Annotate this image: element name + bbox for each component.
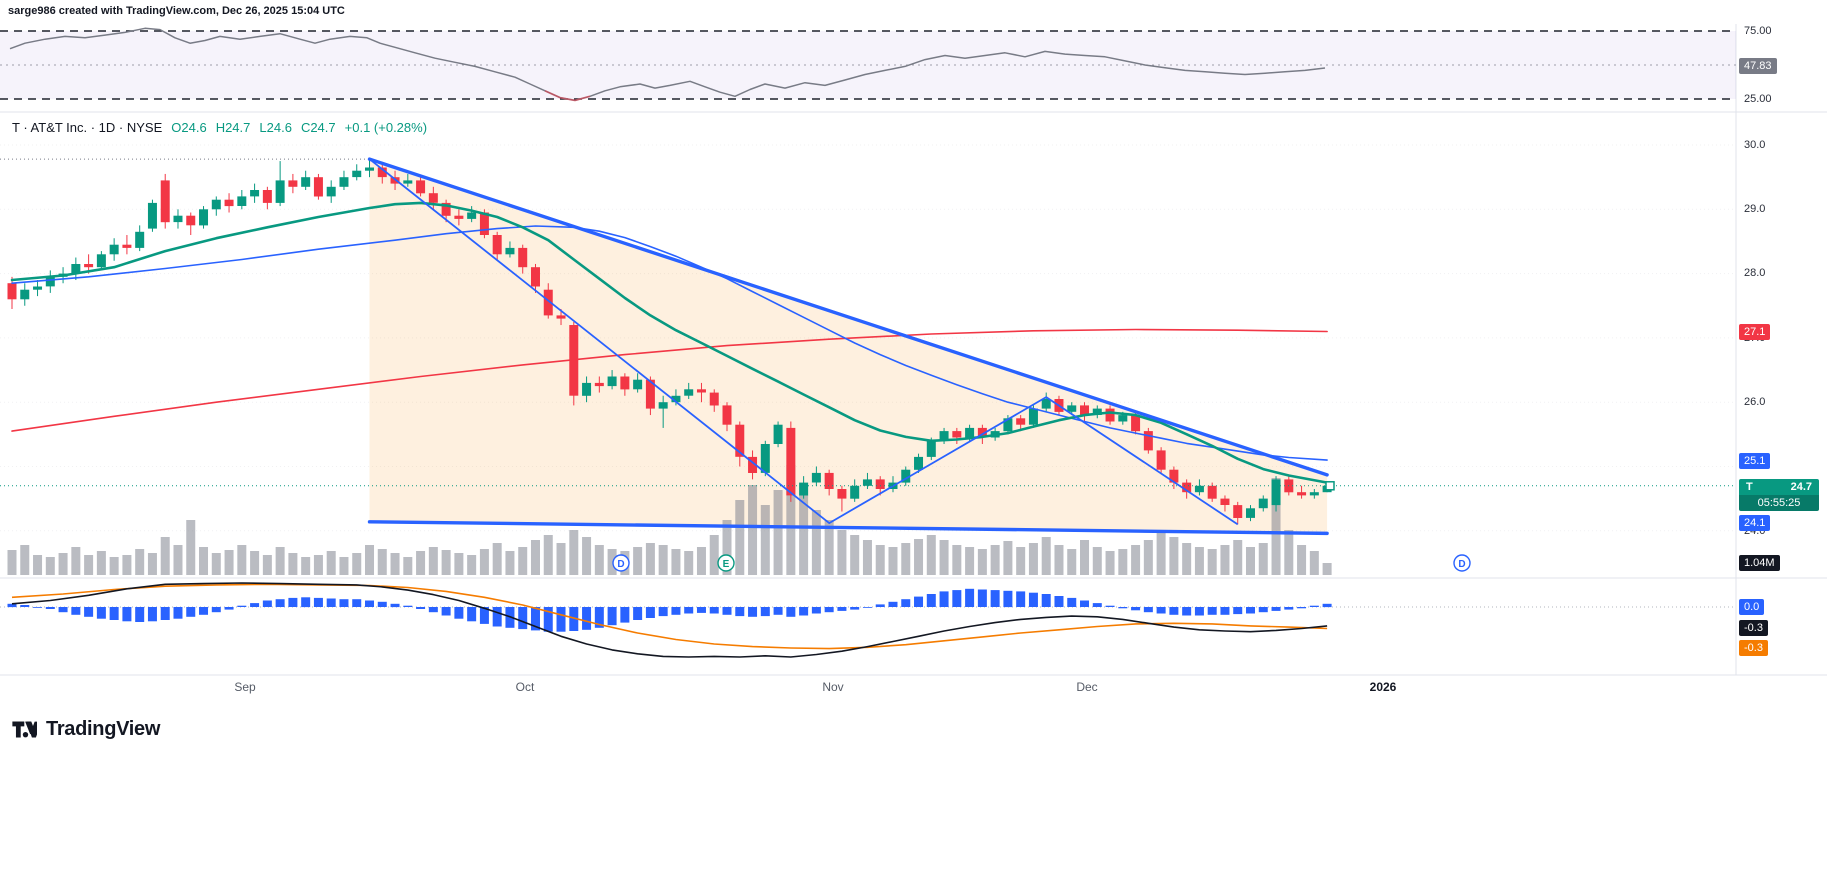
time-axis-label-2026: 2026 [1369, 680, 1397, 694]
price-label-26: 26.0 [1744, 396, 1766, 408]
symbol-title[interactable]: T · AT&T Inc. · 1D · NYSE [12, 120, 163, 135]
macd-signal-line [11, 583, 1328, 650]
trendline-drawings[interactable] [367, 157, 1329, 536]
ma-50-line [11, 225, 1328, 461]
ma-200-line [11, 328, 1328, 432]
price-label-30: 30.0 [1744, 139, 1766, 151]
current-price-line [0, 481, 1736, 491]
dividend-marker[interactable] [1453, 554, 1471, 572]
macd-pane [0, 582, 1736, 658]
snapshot-credit: sarge986 created with TradingView.com, D… [8, 5, 345, 17]
dividend-marker-label: D [617, 559, 624, 570]
panel-separators [0, 24, 1827, 676]
symbol-letter: T [1746, 481, 1753, 493]
earnings-marker[interactable] [717, 554, 735, 572]
rsi-upper-band-label: 75.00 [1744, 25, 1772, 37]
time-axis-label-dec: Dec [1076, 680, 1098, 694]
macd-line [11, 582, 1328, 658]
time-axis-label-sep: Sep [234, 680, 256, 694]
ma200-value-badge: 27.1 [1739, 324, 1771, 340]
volume-value-badge: 1.04M [1739, 555, 1780, 571]
time-axis-label-oct: Oct [515, 680, 535, 694]
rsi-value-badge: 47.83 [1739, 58, 1777, 74]
earnings-marker-label: E [723, 559, 730, 570]
price-axis[interactable]: 75.00 47.83 25.00 30.0 29.0 28.0 27.0 26… [1737, 0, 1827, 705]
last-price-badge: T 24.7 05:55:25 [1739, 479, 1819, 511]
price-label-28: 28.0 [1744, 267, 1766, 279]
tradingview-logo-icon [12, 721, 37, 738]
price-change: +0.1 (+0.28%) [344, 120, 428, 135]
ohlc-high: H24.7 [215, 120, 251, 135]
last-price-value: 24.7 [1790, 481, 1812, 493]
macd-hist-badge: 0.0 [1739, 599, 1765, 615]
macd-signal-badge: -0.3 [1739, 640, 1768, 656]
bar-close-countdown: 05:55:25 [1739, 495, 1819, 511]
price-label-29: 29.0 [1744, 203, 1766, 215]
ma50-value-badge: 25.1 [1739, 453, 1771, 469]
tradingview-branding[interactable]: TradingView [10, 716, 160, 743]
ohlc-low: L24.6 [259, 120, 292, 135]
trendline-price-badge: 24.1 [1739, 515, 1771, 531]
ohlc-close: C24.7 [300, 120, 336, 135]
rsi-lower-band-label: 25.00 [1744, 93, 1772, 105]
rsi-pane [0, 27, 1736, 102]
dividend-marker[interactable] [612, 554, 630, 572]
time-axis-label-nov: Nov [822, 680, 844, 694]
ohlc-open: O24.6 [171, 120, 207, 135]
ema-21-line [10, 201, 1329, 484]
symbol-info-line: T · AT&T Inc. · 1D · NYSE O24.6 H24.7 L2… [12, 120, 427, 135]
tradingview-wordmark: TradingView [46, 718, 161, 740]
dividend-marker-label: D [1458, 559, 1465, 570]
macd-line-badge: -0.3 [1739, 620, 1768, 636]
pattern-shading[interactable] [369, 159, 1328, 534]
time-axis[interactable]: Sep Oct Nov Dec 2026 [0, 677, 1736, 699]
volume-series [7, 465, 1332, 575]
